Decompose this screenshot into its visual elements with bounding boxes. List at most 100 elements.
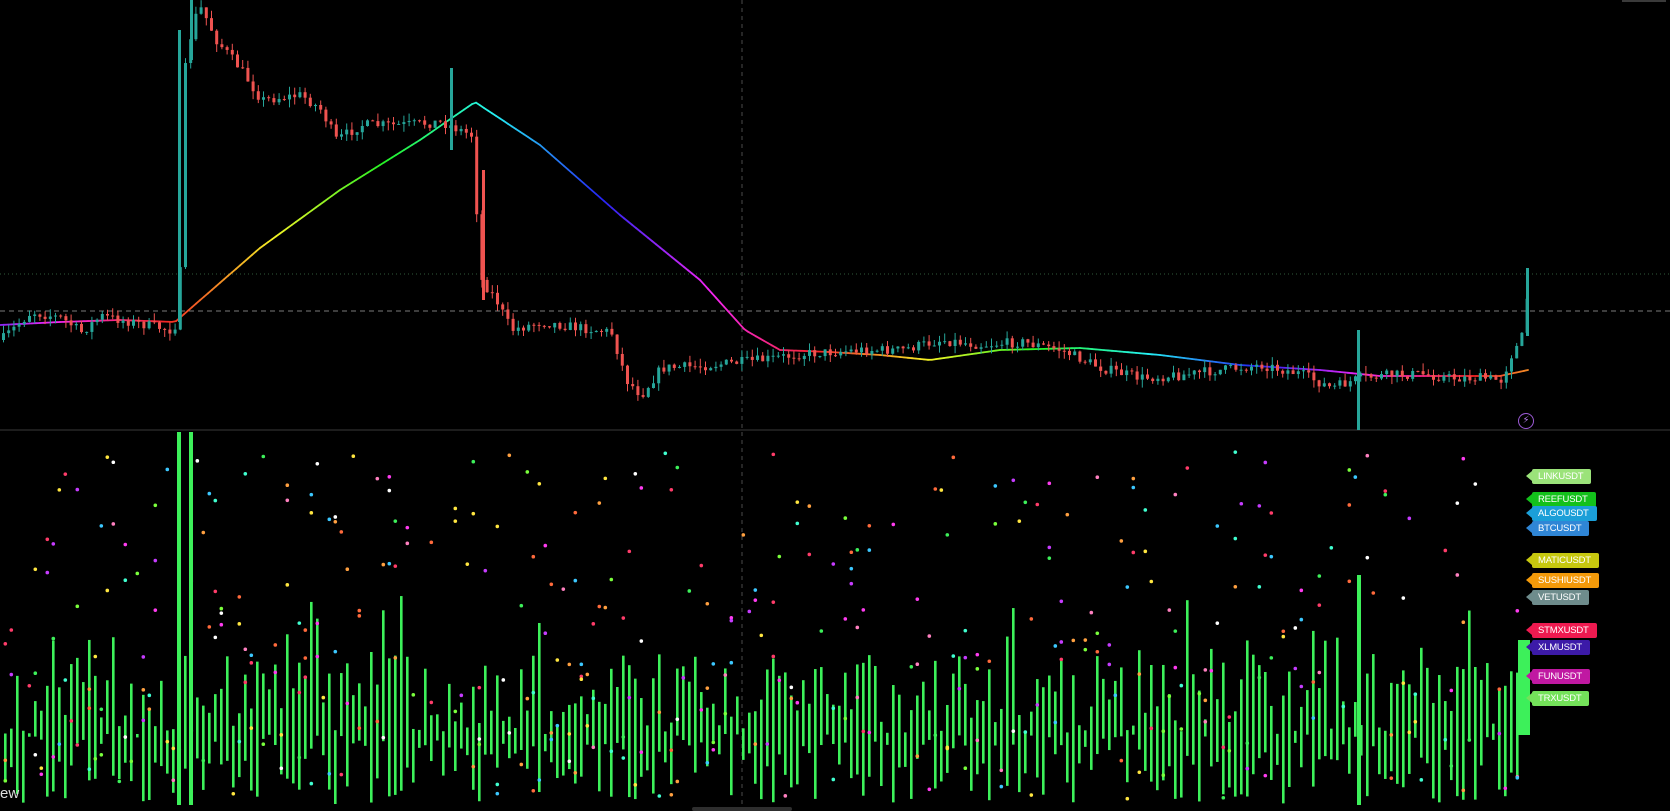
indicator-dot bbox=[759, 633, 764, 638]
volume-bar-down bbox=[532, 734, 535, 747]
ticker-tag-linkusdt[interactable]: LINKUSDT bbox=[1525, 469, 1592, 484]
volume-bar-up bbox=[1270, 705, 1273, 734]
indicator-dot bbox=[1497, 731, 1502, 736]
candle-body bbox=[1270, 364, 1274, 371]
indicator-dot bbox=[477, 685, 482, 690]
volume-bar-down bbox=[838, 734, 841, 765]
volume-bar-down bbox=[76, 734, 79, 744]
volume-bar-down bbox=[88, 734, 91, 781]
volume-bar-down bbox=[952, 734, 955, 749]
volume-bar-up bbox=[664, 731, 667, 734]
ticker-tag-trxusdt[interactable]: TRXUSDT bbox=[1525, 691, 1590, 706]
volume-bar-up bbox=[1468, 610, 1471, 734]
candle-body bbox=[995, 345, 999, 347]
volume-bar-down bbox=[958, 734, 961, 736]
candle-body bbox=[927, 341, 931, 346]
volume-bar-down bbox=[994, 734, 997, 746]
volume-bar-up bbox=[418, 729, 421, 734]
volume-bar-down bbox=[142, 734, 145, 802]
candle-body bbox=[1265, 368, 1269, 371]
indicator-dot bbox=[945, 745, 950, 750]
volume-bar-down bbox=[1108, 734, 1111, 751]
candle-body bbox=[54, 315, 57, 317]
volume-bar-up bbox=[514, 727, 517, 734]
candle-body bbox=[516, 327, 520, 331]
indicator-dot bbox=[309, 781, 314, 786]
ticker-tag-maticusdt[interactable]: MATICUSDT bbox=[1526, 553, 1599, 568]
volume-bar-down bbox=[130, 734, 133, 782]
ticker-tag-btcusdt[interactable]: BTCUSDT bbox=[1525, 521, 1590, 536]
indicator-dot bbox=[213, 498, 218, 503]
candle-body bbox=[1187, 374, 1191, 376]
candle-body bbox=[106, 313, 109, 316]
indicator-dot bbox=[261, 454, 266, 459]
indicator-dot bbox=[39, 772, 44, 777]
ticker-tag-sushiusdt[interactable]: SUSHIUSDT bbox=[1525, 573, 1600, 588]
indicator-dot bbox=[699, 563, 704, 568]
volume-bar-down bbox=[790, 734, 793, 788]
volume-bar-up bbox=[1174, 720, 1177, 734]
candle-body bbox=[1302, 370, 1305, 372]
volume-bar-up bbox=[214, 694, 217, 734]
volume-bar-down bbox=[40, 734, 43, 740]
horizontal-scrollbar[interactable] bbox=[692, 807, 792, 811]
indicator-dot bbox=[789, 696, 794, 701]
ma-segment bbox=[703, 283, 709, 290]
indicator-dot bbox=[123, 735, 128, 739]
indicator-dot bbox=[1167, 608, 1172, 612]
candle-body bbox=[132, 319, 135, 326]
indicator-dot bbox=[1239, 501, 1244, 506]
volume-bar-up bbox=[730, 716, 733, 734]
volume-bar-up bbox=[76, 657, 79, 734]
indicator-dot bbox=[891, 522, 896, 527]
indicator-dot bbox=[567, 662, 572, 667]
ticker-tag-stmxusdt[interactable]: STMXUSDT bbox=[1526, 623, 1597, 638]
volume-bar-up bbox=[508, 716, 511, 734]
candle-body bbox=[366, 120, 369, 127]
candle-body bbox=[355, 132, 359, 135]
indicator-dot bbox=[1179, 727, 1184, 731]
indicator-dot bbox=[153, 608, 158, 612]
candle-body bbox=[501, 304, 505, 310]
ticker-tag-funusdt[interactable]: FUNUSDT bbox=[1526, 669, 1590, 684]
corner-indicator bbox=[1622, 0, 1666, 2]
indicator-dot bbox=[1401, 596, 1406, 600]
lightning-bolt-icon[interactable]: ⚡ bbox=[1518, 413, 1534, 429]
volume-bar-down bbox=[94, 734, 97, 779]
volume-bar-down bbox=[1408, 734, 1411, 774]
ticker-tag-xlmusdt[interactable]: XLMUSDT bbox=[1526, 640, 1590, 655]
volume-bar-down bbox=[1510, 734, 1513, 773]
candle-body bbox=[137, 319, 141, 322]
indicator-dot bbox=[987, 659, 992, 664]
ticker-tag-vetusdt[interactable]: VETUSDT bbox=[1526, 590, 1589, 605]
candle-body bbox=[865, 347, 869, 355]
indicator-dot bbox=[297, 621, 302, 625]
volume-bar-down bbox=[1414, 734, 1417, 738]
candle-body bbox=[1354, 376, 1357, 382]
volume-bar-up bbox=[376, 684, 379, 734]
volume-bar-down bbox=[622, 734, 625, 750]
indicator-dot bbox=[1227, 715, 1232, 719]
volume-spike bbox=[189, 432, 193, 805]
indicator-dot bbox=[831, 562, 836, 566]
volume-bar-up bbox=[1360, 725, 1363, 734]
indicator-dot bbox=[237, 739, 242, 744]
volume-bar-down bbox=[340, 734, 343, 737]
volume-bar-up bbox=[442, 731, 445, 734]
volume-bar-up bbox=[352, 695, 355, 734]
indicator-dot bbox=[249, 653, 254, 658]
volume-bar-down bbox=[1396, 734, 1399, 784]
indicator-dot bbox=[555, 723, 560, 728]
ticker-tag-reefusdt[interactable]: REEFUSDT bbox=[1526, 492, 1596, 507]
volume-bar-down bbox=[862, 734, 865, 796]
candle-body bbox=[1182, 374, 1186, 381]
ticker-tag-algousdt[interactable]: ALGOUSDT bbox=[1526, 506, 1597, 521]
volume-bar-up bbox=[400, 596, 403, 734]
volume-bar-down bbox=[448, 734, 451, 748]
candle-body bbox=[59, 315, 63, 317]
indicator-dot bbox=[1467, 738, 1472, 742]
candle-body bbox=[1322, 383, 1326, 387]
volume-bar-down bbox=[496, 734, 499, 768]
